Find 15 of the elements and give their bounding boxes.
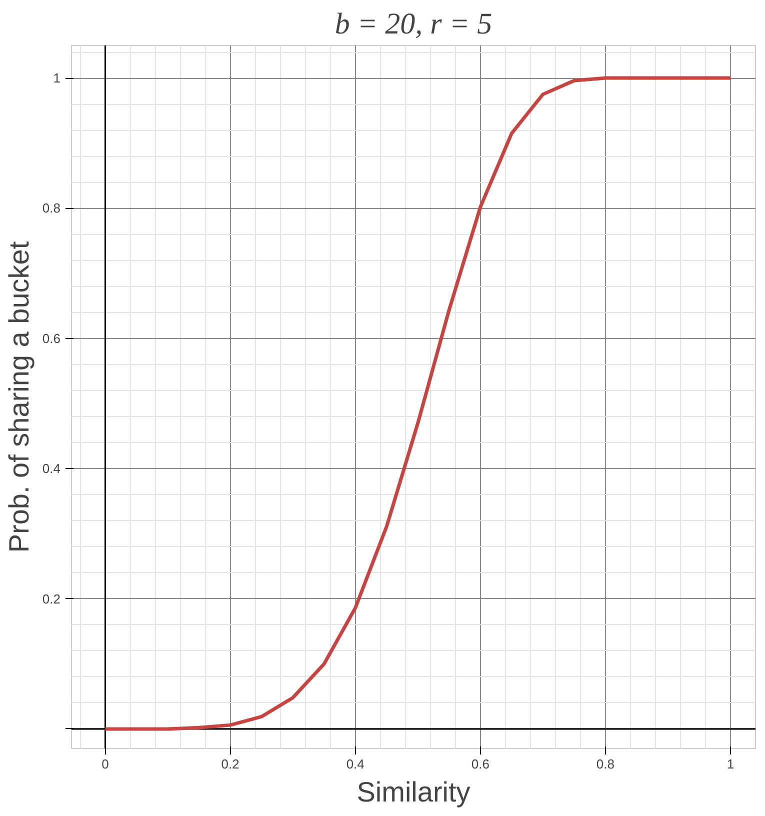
x-tick-label: 0 [102, 756, 109, 772]
chart-title: b = 20, r = 5 [334, 8, 492, 40]
x-tick-label: 0.4 [346, 756, 364, 772]
y-tick-label: 0.2 [42, 591, 61, 606]
x-tick-label: 0.6 [471, 756, 490, 772]
line-series [104, 76, 732, 731]
y-tick-label: 0.6 [42, 330, 61, 346]
y-axis-title: Prob. of sharing a bucket [3, 241, 34, 553]
y-tick-label: 0.8 [42, 200, 61, 216]
y-tick-label: 0.4 [42, 461, 61, 476]
x-tick-label: 0.8 [596, 756, 614, 772]
y-tick-label: 1 [53, 70, 61, 86]
x-axis-title: Similarity [356, 776, 470, 808]
x-tick-label: 0.2 [221, 756, 240, 772]
x-tick-label: 1 [726, 756, 734, 772]
